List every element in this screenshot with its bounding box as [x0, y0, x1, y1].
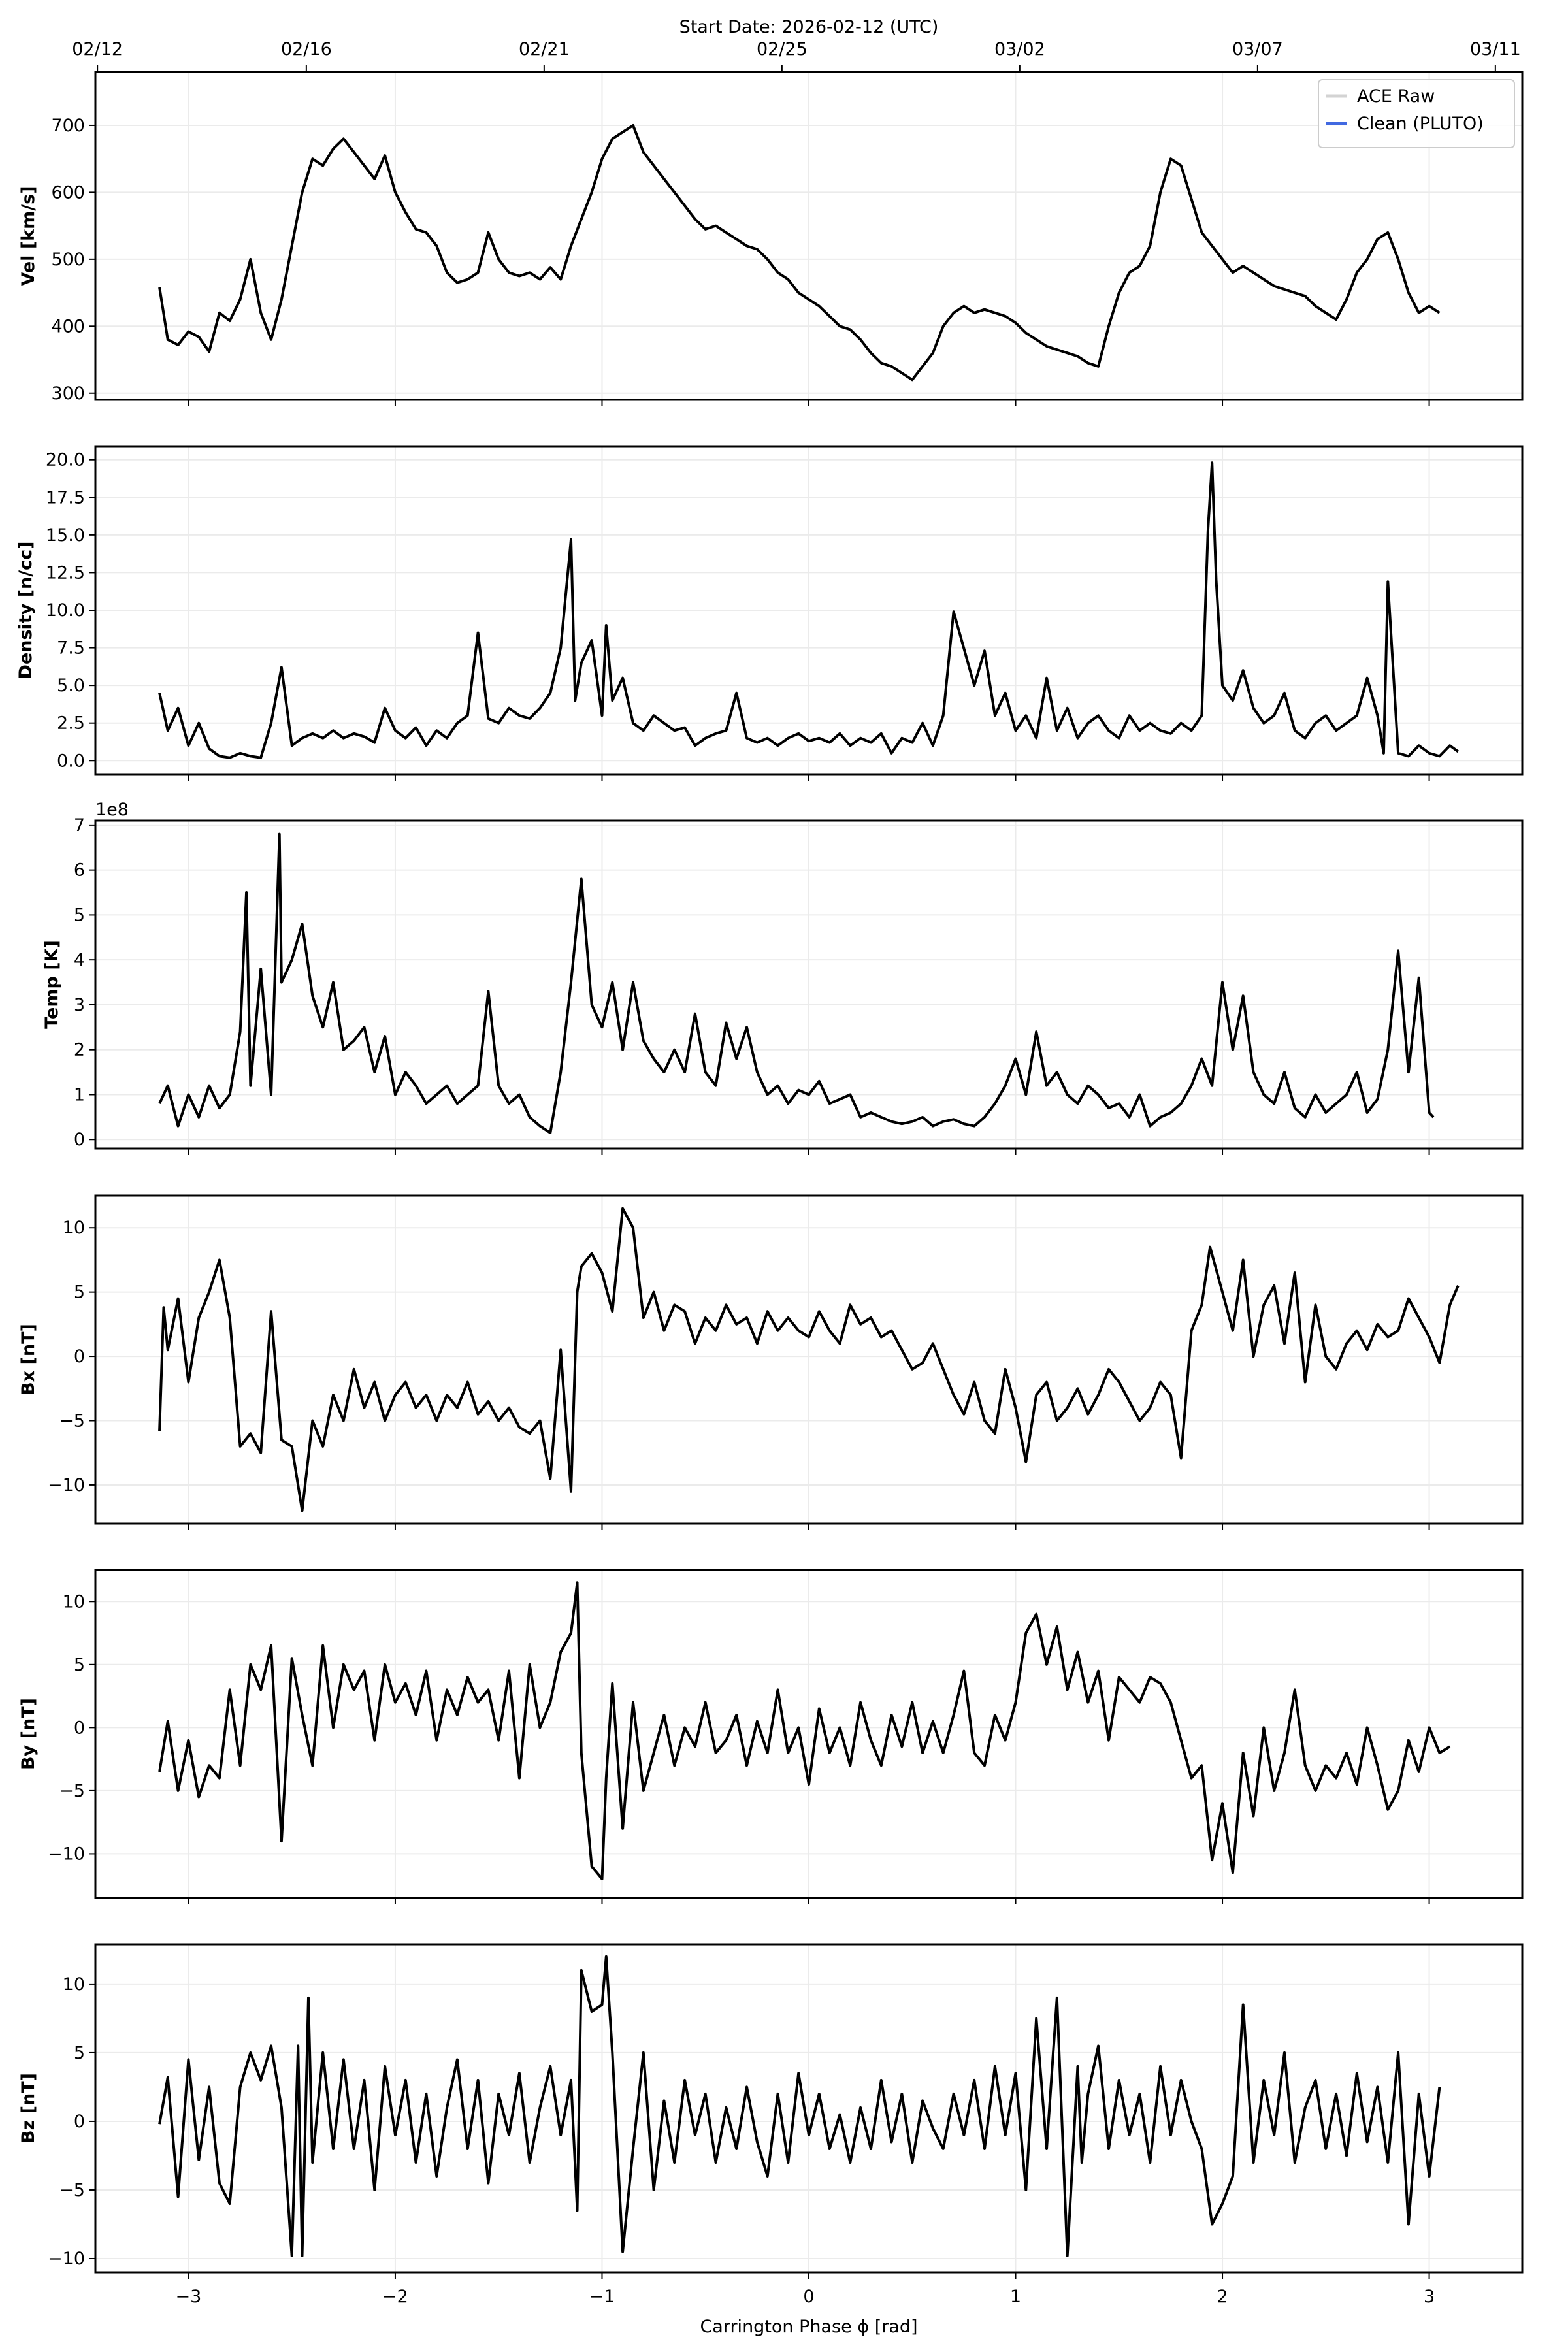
y-tick-label: 6: [74, 860, 85, 881]
y-tick-label: 0: [74, 1347, 85, 1367]
series-line-bx: [158, 1207, 1460, 1512]
y-tick-label: 5: [74, 1282, 85, 1303]
y-tick-label: 5.0: [57, 676, 85, 696]
y-tick-label: −10: [48, 1475, 85, 1495]
panel-bx: −10 −5 0 5 10 Bx [nT]: [18, 1194, 1524, 1530]
series-line-velocity: [158, 124, 1441, 382]
series-line-temperature: [158, 832, 1435, 1134]
y-tick-label: −5: [59, 1781, 85, 1801]
y-tick-label: 0: [74, 2112, 85, 2132]
top-date-tick-label: 02/16: [281, 39, 332, 59]
top-date-tick-label: 03/07: [1232, 39, 1283, 59]
y-tick-label: 12.5: [46, 563, 85, 583]
y-tick-label: 2: [74, 1040, 85, 1060]
top-date-tick-label: 03/02: [994, 39, 1045, 59]
start-date-title: Start Date: 2026-02-12 (UTC): [679, 17, 939, 37]
y-axis-label-temperature: Temp [K]: [42, 940, 62, 1029]
panel-density: 0.0 2.5 5.0 7.5 10.0 12.5 15.0 17.5 20.0 Density …: [16, 445, 1524, 781]
y-tick-label: 0.0: [57, 751, 85, 771]
y-tick-label: 1: [74, 1085, 85, 1105]
y-tick-label: 700: [51, 116, 85, 136]
y-tick-label: 5: [74, 1655, 85, 1675]
y-tick-label: 600: [51, 182, 85, 203]
y-tick-label: −10: [48, 1844, 85, 1864]
y-tick-label: 15.0: [46, 525, 85, 546]
x-tick-label: 2: [1217, 2287, 1228, 2307]
y-axis-label-bx: Bx [nT]: [18, 1324, 39, 1396]
panel-by: −10 −5 0 5 10 By [nT]: [18, 1569, 1524, 1904]
y-tick-label: 5: [74, 905, 85, 925]
y-tick-label: 300: [51, 384, 85, 404]
top-date-tick-label: 02/25: [757, 39, 808, 59]
legend-label-clean-pluto: Clean (PLUTO): [1357, 114, 1484, 134]
y-tick-label: 7.5: [57, 638, 85, 659]
legend-label-ace-raw: ACE Raw: [1357, 86, 1435, 106]
y-tick-label: −5: [59, 1411, 85, 1431]
y-tick-label: 0: [74, 1130, 85, 1150]
x-tick-label: −2: [382, 2287, 408, 2307]
x-tick-label: 0: [803, 2287, 814, 2307]
y-tick-label: 10: [63, 1218, 85, 1238]
x-tick-label: −1: [589, 2287, 615, 2307]
x-tick-label: 3: [1424, 2287, 1435, 2307]
y-tick-label: 10: [63, 1974, 85, 1995]
series-line-bz: [158, 1955, 1441, 2257]
y-tick-label: 400: [51, 316, 85, 336]
legend: ACE Raw Clean (PLUTO): [1318, 79, 1515, 148]
y-tick-label: 4: [74, 950, 85, 970]
top-date-tick-label: 02/12: [72, 39, 123, 59]
y-tick-label: 500: [51, 250, 85, 270]
y-tick-label: 10.0: [46, 600, 85, 621]
x-axis-label: Carrington Phase ϕ [rad]: [700, 2317, 917, 2337]
top-date-tick-label: 03/11: [1470, 39, 1521, 59]
y-tick-label: 20.0: [46, 450, 85, 470]
x-tick-label: 1: [1010, 2287, 1021, 2307]
series-line-by: [158, 1581, 1451, 1880]
series-line-density: [158, 461, 1460, 759]
y-tick-label: 17.5: [46, 487, 85, 508]
y-tick-label: 10: [63, 1592, 85, 1612]
panel-temperature: 0 1 2 3 4 5 6 7 Temp [K] 1e8: [42, 800, 1524, 1155]
y-axis-label-velocity: Vel [km/s]: [18, 186, 39, 286]
top-date-tick-label: 02/21: [519, 39, 570, 59]
panel-velocity: 300 400 500 600 700 Vel [km/s]: [18, 71, 1524, 406]
y-tick-label: 0: [74, 1718, 85, 1738]
y-axis-label-density: Density [n/cc]: [16, 542, 36, 679]
x-tick-label: −3: [176, 2287, 202, 2307]
y-tick-label: 5: [74, 2043, 85, 2063]
y-tick-label: −10: [48, 2249, 85, 2269]
y-tick-label: 2.5: [57, 713, 85, 734]
y-tick-label: −5: [59, 2180, 85, 2200]
top-date-axis: 02/12 02/16 02/21 02/25 03/02 03/07 03/11: [72, 39, 1521, 72]
y-scale-offset-label: 1e8: [95, 800, 129, 820]
y-tick-label: 7: [74, 815, 85, 836]
y-axis-label-by: By [nT]: [18, 1698, 39, 1770]
y-tick-label: 3: [74, 995, 85, 1015]
y-axis-label-bz: Bz [nT]: [18, 2073, 39, 2144]
